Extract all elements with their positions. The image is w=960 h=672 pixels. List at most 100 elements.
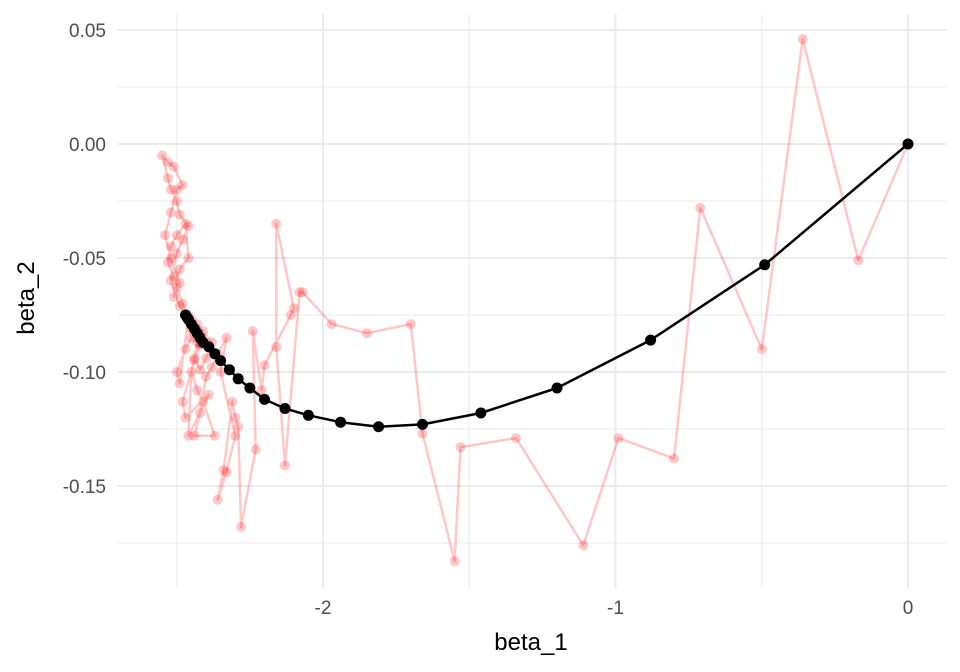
red-series-point [236,522,247,532]
red-series-point [209,430,220,441]
red-series-point [203,389,214,400]
red-series-point [183,430,194,441]
red-series-point [165,207,176,218]
x-tick-label: 0 [903,598,914,619]
red-series-point [256,385,267,396]
black-series-point [759,259,771,271]
black-series-point [232,373,244,385]
red-series-point [171,282,182,293]
red-series-point [215,367,226,377]
black-series-point [417,418,428,430]
red-series-point [417,428,428,439]
red-series-point [163,257,173,268]
red-series-point [177,396,188,407]
red-series-point [326,319,337,330]
black-series-line [184,143,909,428]
red-series-point [695,202,706,213]
red-series-point [511,433,521,444]
black-series [180,138,914,433]
black-series-point [259,393,270,405]
red-series-point [797,34,808,45]
red-series-point [177,180,188,190]
red-series-point [271,341,282,352]
black-series-point [279,403,291,414]
red-series-point [271,218,282,229]
red-series-point [212,494,223,505]
red-series-point [171,248,182,259]
red-series-point [177,234,188,245]
red-series-point [756,344,767,355]
black-series-point [180,309,191,321]
red-series-point [669,453,679,464]
red-series-point [180,218,191,229]
red-series-point [168,161,179,172]
red-series-point [198,396,209,407]
red-series-point [230,430,241,441]
black-series-point [223,364,235,376]
red-series-point [189,355,200,366]
y-tick-label: -0.10 [63,363,106,384]
x-axis-title: beta_1 [494,629,567,656]
red-series-point [163,173,173,184]
red-series-point [405,319,416,330]
red-series-point [171,196,182,206]
red-series-point [218,465,229,475]
red-series-point [157,150,168,161]
black-series-point [475,407,487,419]
red-series [157,34,913,567]
red-series-point [294,287,305,298]
tick-labels: -2 -1 0 0.05 0.00 -0.05 -0.10 -0.15 [63,21,914,619]
red-series-point [195,408,206,418]
red-series-point [189,353,200,364]
red-series-point [230,412,241,423]
red-series-point [192,385,203,396]
red-series-point [361,328,372,339]
red-series-point [195,364,206,375]
red-series-point [180,344,191,355]
black-series-point [551,382,563,394]
red-series-point [578,540,589,551]
red-series-point [250,444,261,455]
red-series-point [160,230,170,241]
red-series-point [259,360,270,371]
black-series-point [302,409,314,421]
red-series-point [183,221,194,232]
red-series-point [201,371,211,382]
red-series-point [174,378,185,389]
red-series-point [171,230,182,241]
red-series-point [221,332,232,343]
red-series-point [201,353,211,364]
black-series-point [645,334,657,346]
black-series-point [244,382,256,394]
y-tick-label: 0.00 [69,135,106,156]
black-series-point [335,416,347,428]
black-series-point [373,421,385,433]
red-series-point [171,184,182,195]
red-series-point [165,275,176,286]
red-series-point [221,467,232,478]
red-series-point [163,157,173,168]
red-series-line [160,37,910,563]
red-series-point [285,310,296,320]
red-series-point [449,556,460,567]
red-series-point [168,271,179,282]
red-series-point [853,255,864,266]
red-series-point [183,253,194,263]
red-series-point [280,460,290,471]
red-series-point [297,287,308,298]
black-series-point [902,138,914,150]
red-series-point [186,367,197,377]
red-series-point [455,442,466,453]
red-series-point [174,278,185,289]
red-series-point [227,396,238,407]
red-series-point [165,184,176,195]
x-tick-label: -1 [607,598,624,619]
red-series-point [233,421,244,432]
red-series-point [174,300,185,311]
y-tick-label: -0.15 [63,477,106,498]
red-series-point [206,362,217,373]
x-tick-label: -2 [315,598,332,619]
red-series-point [180,412,191,423]
red-series-point [165,241,176,252]
